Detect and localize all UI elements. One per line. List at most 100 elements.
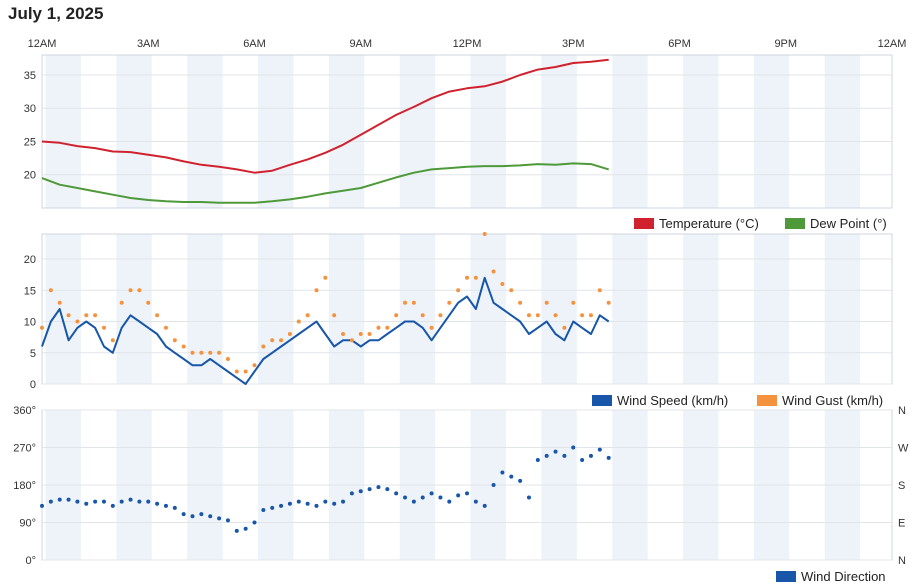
data-point	[447, 300, 452, 305]
x-tick-label: 6AM	[243, 38, 266, 50]
data-point	[66, 497, 71, 502]
legend-dew-point-swatch	[785, 218, 805, 229]
data-point	[296, 499, 301, 504]
data-point	[571, 300, 576, 305]
legend-temperature: Temperature (°C)	[659, 216, 759, 231]
compass-label: E	[898, 518, 905, 530]
x-tick-label: 6PM	[668, 38, 691, 50]
data-point	[447, 499, 452, 504]
hour-band	[541, 234, 577, 384]
data-point	[40, 503, 44, 508]
data-point	[385, 325, 390, 330]
data-point	[305, 313, 310, 318]
data-point	[544, 453, 549, 458]
y-tick-label: 25	[24, 136, 36, 148]
legend-temperature-swatch	[634, 218, 654, 229]
data-point	[553, 449, 558, 454]
data-point	[323, 499, 328, 504]
data-point	[571, 445, 576, 450]
data-point	[119, 300, 124, 305]
data-point	[146, 499, 151, 504]
data-point	[279, 338, 284, 343]
data-point	[606, 300, 611, 305]
hour-band	[612, 55, 648, 208]
data-point	[119, 499, 124, 504]
data-point	[403, 300, 408, 305]
plot-frame	[41, 54, 893, 209]
data-point	[261, 508, 266, 512]
data-point	[465, 275, 469, 280]
data-point	[358, 489, 363, 494]
data-point	[323, 275, 328, 280]
data-point	[110, 503, 115, 508]
data-point	[75, 499, 80, 504]
hour-band	[753, 234, 790, 384]
data-point	[420, 313, 425, 318]
data-point	[243, 369, 248, 374]
y-tick-label: 360°	[13, 405, 36, 417]
data-point	[199, 350, 204, 355]
x-tick-label: 9PM	[774, 38, 797, 50]
data-point	[332, 313, 337, 318]
y-tick-label: 20	[24, 170, 36, 182]
data-point	[553, 313, 558, 318]
y-tick-label: 180°	[13, 480, 36, 492]
data-point	[562, 453, 567, 458]
data-point	[40, 325, 44, 330]
compass-label: N	[898, 555, 906, 567]
data-point	[172, 505, 177, 510]
data-point	[526, 495, 531, 500]
data-point	[376, 325, 381, 330]
series-line	[41, 276, 610, 385]
hour-band	[824, 55, 861, 208]
x-tick-label: 12AM	[28, 38, 57, 50]
data-point	[225, 518, 230, 523]
data-point	[535, 313, 540, 318]
data-point	[509, 474, 514, 479]
data-point	[128, 497, 133, 502]
data-point	[500, 470, 505, 475]
data-point	[48, 499, 53, 504]
data-point	[500, 282, 505, 286]
data-point	[296, 319, 301, 324]
hour-band	[612, 234, 648, 384]
data-point	[580, 458, 585, 462]
data-point	[341, 499, 346, 504]
data-point	[491, 483, 496, 487]
hour-band	[116, 55, 152, 208]
data-point	[261, 344, 266, 349]
data-point	[155, 501, 160, 506]
data-point	[234, 528, 239, 533]
data-point	[544, 300, 549, 305]
y-tick-label: 5	[30, 348, 36, 360]
y-tick-label: 15	[24, 285, 36, 297]
legend-dew-point: Dew Point (°)	[810, 216, 887, 231]
data-point	[526, 313, 531, 318]
data-point	[420, 495, 425, 500]
data-point	[473, 499, 478, 504]
data-point	[190, 350, 195, 355]
data-point	[341, 332, 346, 336]
hour-band	[399, 234, 436, 384]
data-point	[225, 357, 230, 361]
data-point	[465, 491, 469, 496]
data-point	[163, 503, 168, 508]
data-point	[429, 491, 434, 496]
data-point	[349, 491, 354, 496]
hour-band	[470, 55, 506, 208]
hour-band	[683, 234, 719, 384]
data-point	[411, 499, 416, 504]
data-point	[287, 501, 292, 506]
hour-band	[399, 55, 436, 208]
data-point	[93, 499, 98, 504]
data-point	[314, 288, 319, 293]
series-line	[41, 58, 609, 174]
data-point	[110, 338, 115, 343]
data-point	[66, 313, 71, 318]
data-point	[270, 505, 275, 510]
data-point	[84, 313, 89, 318]
x-tick-label: 3PM	[562, 38, 585, 50]
data-point	[181, 344, 186, 349]
data-point	[48, 288, 53, 293]
